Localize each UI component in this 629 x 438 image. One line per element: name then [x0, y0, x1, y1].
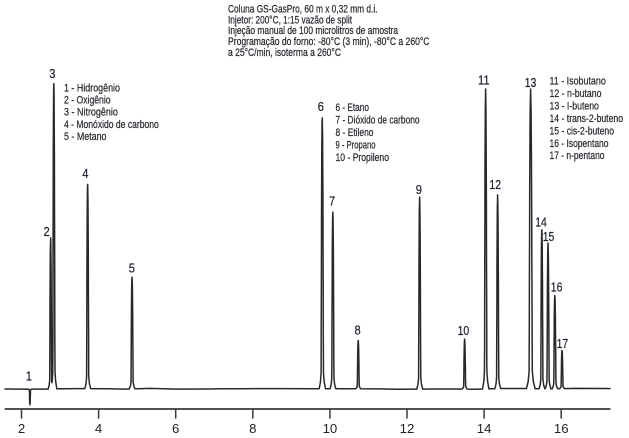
svg-text:5 - Metano: 5 - Metano [64, 131, 107, 143]
svg-text:6 - Etano: 6 - Etano [336, 102, 369, 114]
svg-text:5: 5 [129, 261, 135, 276]
svg-text:17: 17 [557, 336, 569, 351]
svg-text:Injeção manual de 100 microlit: Injeção manual de 100 microlitros de amo… [228, 25, 398, 37]
svg-text:16: 16 [554, 421, 569, 436]
svg-text:8: 8 [249, 421, 256, 436]
svg-text:12 - n-butano: 12 - n-butano [550, 88, 602, 100]
svg-text:7: 7 [329, 194, 335, 209]
svg-text:Injetor: 200°C, 1:15 vazão de: Injetor: 200°C, 1:15 vazão de split [228, 14, 352, 26]
svg-text:7 - Dióxido de carbono: 7 - Dióxido de carbono [336, 115, 420, 127]
svg-text:Coluna GS-GasPro, 60 m x 0,32: Coluna GS-GasPro, 60 m x 0,32 mm d.i. [228, 4, 378, 16]
svg-text:13 - I-buteno: 13 - I-buteno [550, 100, 599, 112]
svg-text:2: 2 [44, 224, 50, 239]
svg-text:16 - Isopentano: 16 - Isopentano [550, 138, 609, 150]
svg-text:a 25°C/min, isoterma a 260°C: a 25°C/min, isoterma a 260°C [228, 47, 341, 59]
svg-text:14 - trans-2-buteno: 14 - trans-2-buteno [550, 113, 624, 125]
svg-text:11: 11 [478, 72, 490, 87]
svg-text:16: 16 [551, 280, 563, 295]
svg-text:4 - Monóxido de carbono: 4 - Monóxido de carbono [64, 119, 159, 131]
svg-text:8 - Etileno: 8 - Etileno [336, 127, 374, 139]
svg-text:2: 2 [18, 421, 25, 436]
svg-text:10 - Propileno: 10 - Propileno [336, 152, 390, 164]
svg-text:3: 3 [49, 66, 55, 81]
svg-text:17 - n-pentano: 17 - n-pentano [550, 150, 605, 162]
svg-text:14: 14 [535, 215, 547, 230]
svg-text:11 - Isobutano: 11 - Isobutano [550, 76, 606, 88]
svg-text:4: 4 [82, 166, 88, 181]
svg-text:1: 1 [26, 369, 32, 384]
svg-text:2 - Oxigênio: 2 - Oxigênio [64, 95, 111, 107]
svg-text:Programação do forno: -80°C (3: Programação do forno: -80°C (3 min), -80… [228, 36, 430, 48]
svg-text:1 - Hidrogênio: 1 - Hidrogênio [64, 82, 120, 94]
svg-text:4: 4 [95, 421, 102, 436]
svg-text:3 - Nitrogênio: 3 - Nitrogênio [64, 107, 118, 119]
svg-text:9: 9 [416, 182, 422, 197]
svg-text:10: 10 [323, 421, 338, 436]
svg-text:15 - cis-2-buteno: 15 - cis-2-buteno [550, 125, 615, 137]
svg-text:15: 15 [543, 229, 555, 244]
svg-text:12: 12 [489, 177, 501, 192]
svg-text:6: 6 [318, 99, 324, 114]
svg-text:12: 12 [400, 421, 415, 436]
svg-text:10: 10 [458, 323, 470, 338]
svg-text:6: 6 [172, 421, 179, 436]
svg-text:13: 13 [525, 75, 537, 90]
svg-text:14: 14 [477, 421, 492, 436]
svg-text:8: 8 [355, 323, 361, 338]
svg-text:9 - Propano: 9 - Propano [336, 140, 376, 152]
